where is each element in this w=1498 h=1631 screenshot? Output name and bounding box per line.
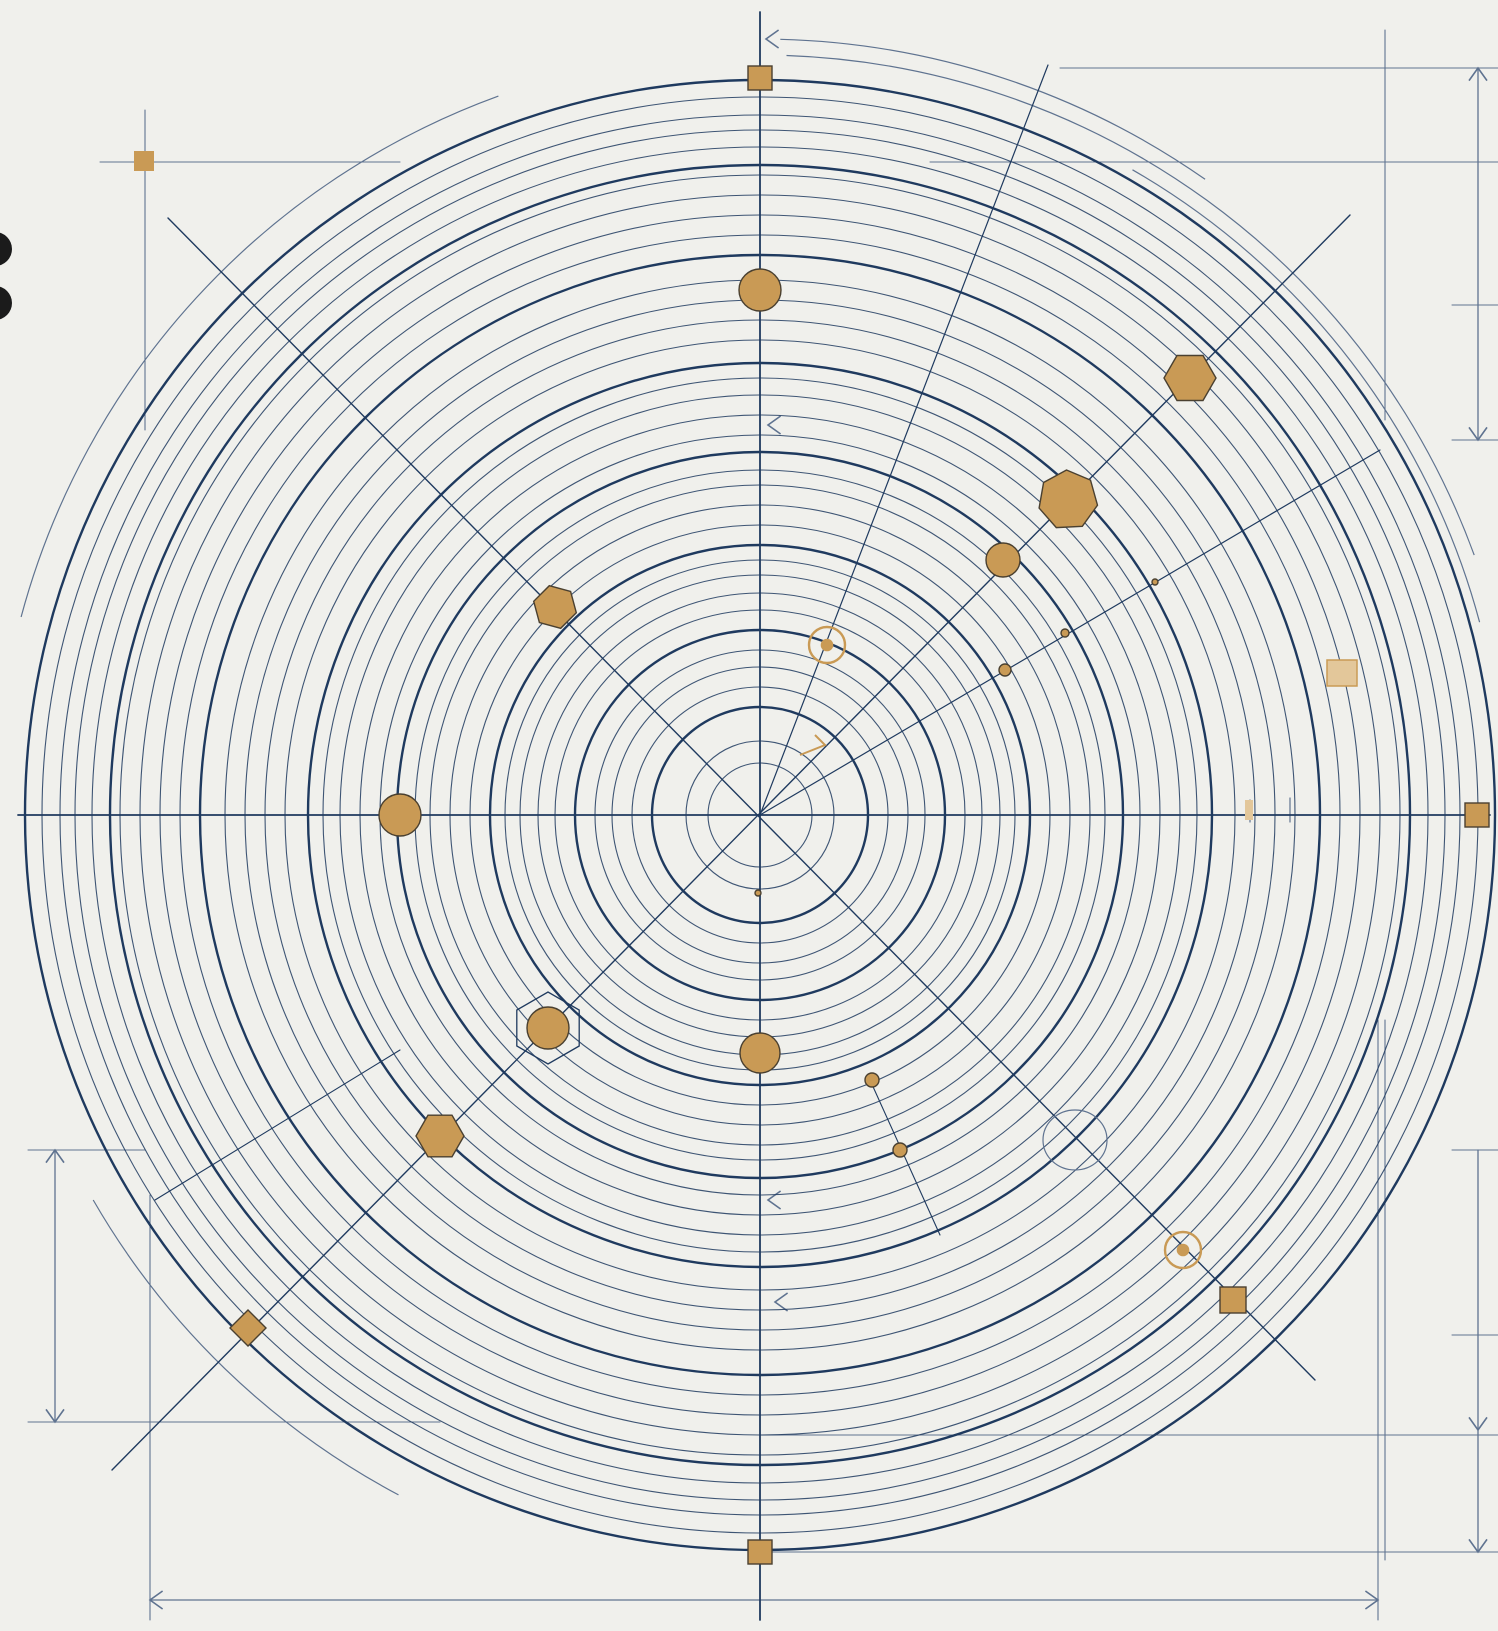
orbit-node-glint — [799, 734, 827, 756]
outer-arc-top — [786, 54, 1475, 556]
spoke-steep-ne — [759, 64, 1049, 816]
orbit-node-square — [1464, 802, 1490, 828]
dimension-arrow — [45, 1148, 65, 1164]
spoke-nw-se — [167, 217, 1316, 1381]
orbit-node-hexagon — [1163, 354, 1217, 402]
spoke-short-s — [869, 1079, 941, 1236]
rotation-arrow-arc — [780, 38, 1206, 180]
orbit-node-small-dot — [892, 1142, 908, 1158]
spoke-short-sw — [154, 1049, 401, 1201]
orbit-node-small-dot — [864, 1072, 880, 1088]
orbit-node-outline — [1042, 1109, 1108, 1171]
orbit-node-ring-core — [1176, 1243, 1190, 1257]
orbit-node-ring — [1163, 1230, 1203, 1270]
orbit-node-diamond — [229, 1309, 267, 1347]
dimension-arrow — [773, 1292, 789, 1312]
orbit-node-circle — [378, 793, 422, 837]
orbit-node-tick-block — [1245, 800, 1253, 820]
orbit-node-block — [1326, 659, 1358, 687]
orbit-node-ring — [807, 625, 847, 665]
orbit-node-ring-core — [820, 638, 834, 652]
orbit-node-square — [1219, 1286, 1247, 1314]
orbit-node-circle — [738, 268, 782, 312]
orbit-node-small-dot — [1060, 628, 1070, 638]
orbit-node-hexagon — [415, 1114, 465, 1158]
dimension-arrow — [764, 29, 780, 49]
dimension-arrow — [1468, 66, 1488, 82]
dimension-arrow — [766, 1190, 782, 1210]
orbit-node-hexagon — [532, 584, 578, 630]
orbit-node-circle — [526, 1006, 570, 1050]
edge-glyph-fragment — [0, 222, 14, 330]
orbit-node-hexagon — [1038, 469, 1099, 529]
orbit-node-small-dot — [998, 663, 1012, 677]
hexagon-outline — [516, 991, 580, 1065]
registration-square — [134, 151, 154, 171]
orbit-node-circle — [985, 542, 1021, 578]
orbit-node-square — [747, 65, 773, 91]
spoke-sw-ne — [111, 214, 1351, 1471]
orbit-node-small-dot — [754, 889, 762, 897]
outer-arc-bottom-left — [92, 1199, 399, 1496]
spoke-shallow-ne — [759, 449, 1381, 816]
orbit-node-square — [747, 1539, 773, 1565]
dimension-arrow — [1468, 1416, 1488, 1432]
dimension-arrow — [766, 415, 782, 435]
outer-arc-left — [20, 95, 499, 618]
orbit-node-circle — [739, 1032, 781, 1074]
orbit-node-small-dot — [1151, 578, 1159, 586]
dimension-arrow — [45, 1408, 65, 1424]
outer-arc-upper-right — [1132, 169, 1481, 623]
